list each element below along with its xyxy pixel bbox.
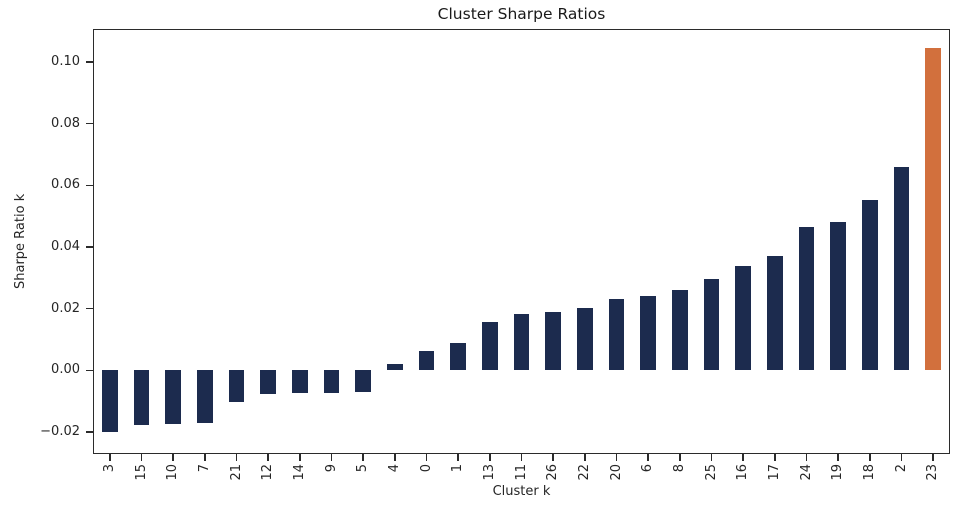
x-tick-mark — [520, 454, 523, 461]
y-tick-label-0.08: 0.08 — [51, 115, 80, 131]
x-tick-label-1: 1 — [450, 464, 466, 473]
y-tick-mark — [86, 122, 93, 125]
x-tick-label-11: 11 — [513, 464, 529, 481]
bar-cluster-20 — [608, 298, 625, 371]
y-tick-label-−0.02: −0.02 — [40, 424, 80, 440]
x-tick-label-0: 0 — [418, 464, 434, 473]
bar-cluster-21 — [228, 370, 245, 403]
x-tick-mark — [742, 454, 744, 461]
bar-cluster-3 — [101, 370, 118, 433]
x-tick-mark — [679, 454, 681, 461]
bar-cluster-26 — [545, 312, 562, 371]
x-tick-mark — [710, 454, 713, 461]
x-tick-label-12: 12 — [260, 464, 276, 481]
bar-cluster-5 — [355, 370, 372, 393]
x-tick-mark — [172, 454, 174, 461]
y-tick-mark — [86, 61, 93, 63]
x-tick-mark — [900, 454, 903, 461]
x-tick-mark — [109, 454, 111, 461]
x-tick-label-18: 18 — [861, 464, 877, 481]
bar-cluster-0 — [418, 351, 435, 371]
bar-cluster-25 — [703, 278, 720, 371]
x-tick-label-20: 20 — [608, 464, 624, 481]
x-tick-label-16: 16 — [735, 464, 751, 481]
bar-cluster-19 — [830, 221, 847, 371]
y-tick-label-0.04: 0.04 — [51, 239, 80, 255]
x-tick-label-17: 17 — [766, 464, 782, 481]
y-tick-mark — [86, 184, 93, 187]
bar-cluster-6 — [640, 296, 657, 371]
x-tick-mark — [140, 454, 143, 461]
bar-cluster-1 — [450, 343, 467, 371]
y-tick-label-0.00: 0.00 — [51, 362, 80, 378]
x-tick-mark — [552, 454, 554, 461]
y-tick-label-0.06: 0.06 — [51, 177, 80, 193]
x-tick-label-23: 23 — [925, 464, 941, 481]
bar-cluster-11 — [513, 314, 530, 371]
x-tick-label-7: 7 — [196, 464, 212, 473]
x-tick-label-21: 21 — [228, 464, 244, 481]
bar-cluster-18 — [861, 199, 878, 371]
x-tick-mark — [584, 454, 586, 461]
y-tick-label-0.10: 0.10 — [51, 54, 80, 70]
x-tick-label-10: 10 — [165, 464, 181, 481]
bar-cluster-24 — [798, 226, 815, 371]
x-tick-mark — [805, 454, 808, 461]
y-tick-mark — [86, 246, 93, 248]
x-tick-mark — [330, 454, 333, 461]
bar-cluster-15 — [133, 370, 150, 426]
x-tick-label-6: 6 — [640, 464, 656, 473]
x-tick-mark — [394, 454, 396, 461]
y-tick-mark — [86, 431, 93, 433]
x-tick-mark — [837, 454, 839, 461]
x-tick-mark — [489, 454, 491, 461]
x-tick-label-3: 3 — [101, 464, 117, 473]
bar-cluster-12 — [260, 370, 277, 395]
y-tick-mark — [86, 369, 93, 372]
x-tick-mark — [267, 454, 269, 461]
bar-cluster-7 — [196, 370, 213, 424]
bar-cluster-22 — [576, 308, 593, 371]
bar-cluster-8 — [671, 290, 688, 371]
bar-cluster-9 — [323, 370, 340, 393]
bar-cluster-2 — [893, 166, 910, 371]
x-tick-mark — [647, 454, 649, 461]
x-tick-mark — [362, 454, 364, 461]
x-tick-label-2: 2 — [893, 464, 909, 473]
y-tick-label-0.02: 0.02 — [51, 300, 80, 316]
x-tick-label-13: 13 — [481, 464, 497, 481]
x-tick-label-15: 15 — [133, 464, 149, 481]
plot-area — [93, 29, 950, 454]
x-tick-mark — [932, 454, 934, 461]
x-tick-label-24: 24 — [798, 464, 814, 481]
x-tick-label-5: 5 — [355, 464, 371, 473]
x-tick-label-19: 19 — [830, 464, 846, 481]
x-tick-mark — [774, 454, 776, 461]
x-tick-mark — [869, 454, 871, 461]
x-tick-label-8: 8 — [671, 464, 687, 473]
bar-cluster-17 — [766, 255, 783, 371]
x-tick-mark — [235, 454, 238, 461]
y-tick-mark — [86, 307, 93, 310]
bar-cluster-23 — [925, 47, 942, 371]
x-tick-label-26: 26 — [545, 464, 561, 481]
bar-cluster-13 — [481, 321, 498, 371]
x-tick-label-4: 4 — [386, 464, 402, 473]
bar-cluster-4 — [386, 363, 403, 371]
bar-cluster-14 — [291, 370, 308, 394]
bar-cluster-16 — [735, 266, 752, 371]
chart-title: Cluster Sharpe Ratios — [437, 5, 606, 23]
x-tick-label-22: 22 — [576, 464, 592, 481]
x-tick-mark — [204, 454, 206, 461]
x-tick-label-9: 9 — [323, 464, 339, 473]
x-tick-mark — [615, 454, 618, 461]
x-tick-label-25: 25 — [703, 464, 719, 481]
x-tick-label-14: 14 — [291, 464, 307, 481]
x-tick-mark — [299, 454, 301, 461]
bar-cluster-10 — [165, 370, 182, 424]
x-tick-mark — [457, 454, 459, 461]
x-axis-label: Cluster k — [492, 484, 551, 499]
x-tick-mark — [425, 454, 428, 461]
